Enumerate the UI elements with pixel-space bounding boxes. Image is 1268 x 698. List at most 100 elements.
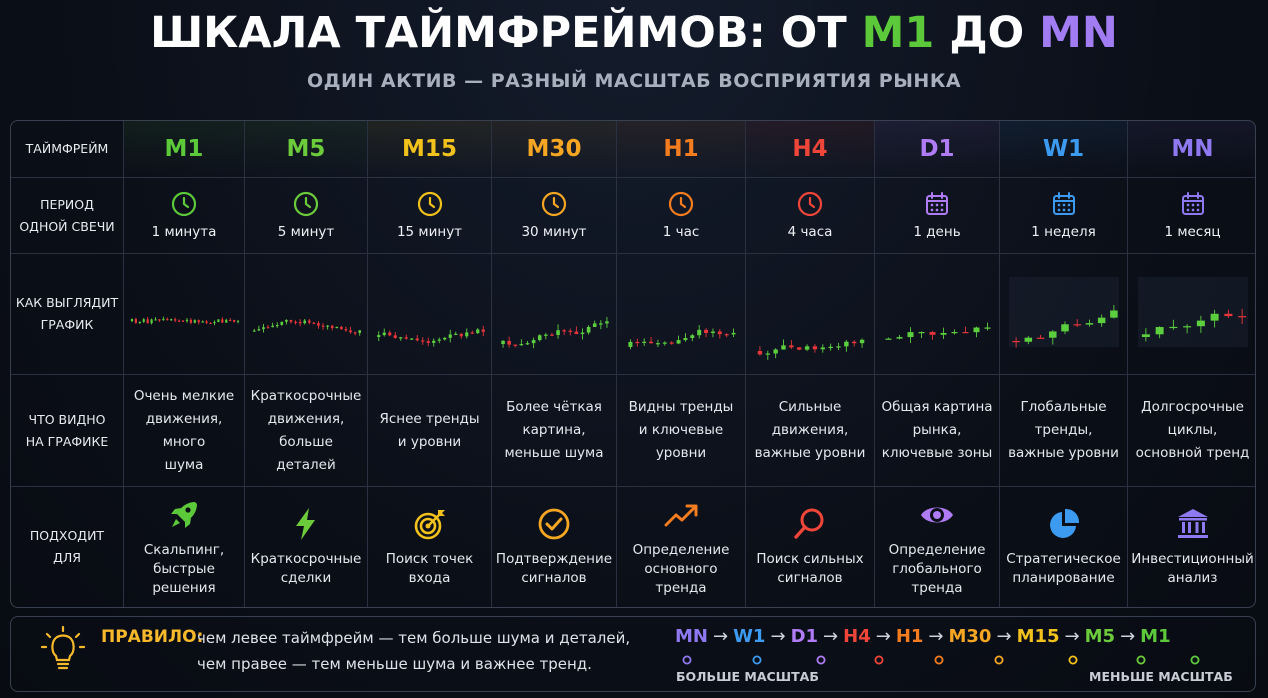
lightning-icon bbox=[296, 508, 315, 540]
use-line: планирование bbox=[1012, 570, 1115, 586]
candle bbox=[298, 319, 302, 327]
use-line: Краткосрочные bbox=[250, 551, 362, 567]
candle bbox=[317, 321, 320, 329]
candle bbox=[550, 332, 554, 336]
row-header-label: НА ГРАФИКЕ bbox=[25, 433, 109, 449]
candle bbox=[158, 318, 161, 323]
check-circle-icon bbox=[538, 508, 570, 540]
period-text: 15 минут bbox=[396, 224, 463, 240]
timeframe-code: M1 bbox=[164, 136, 204, 162]
candle bbox=[984, 322, 991, 331]
candle bbox=[690, 333, 695, 342]
candle bbox=[252, 328, 256, 332]
candle bbox=[340, 325, 343, 331]
timeframe-cell-w1: W1 bbox=[1000, 121, 1128, 178]
candle bbox=[303, 318, 307, 325]
scale-dot bbox=[994, 655, 1004, 665]
candle bbox=[1196, 315, 1205, 333]
candle bbox=[1048, 330, 1057, 345]
candle bbox=[781, 339, 786, 350]
candle bbox=[844, 339, 849, 352]
trend-arrow-icon bbox=[664, 504, 698, 526]
clock-icon bbox=[293, 191, 319, 217]
candle bbox=[1060, 321, 1069, 335]
desc-line: шума bbox=[164, 456, 204, 473]
candle bbox=[852, 340, 857, 347]
desc-line: уровни bbox=[655, 445, 707, 461]
row-header-label: ПОДХОДИТ ДЛЯ bbox=[29, 528, 105, 565]
sequence-item-m5: M5 bbox=[1084, 626, 1116, 647]
candle bbox=[349, 326, 352, 334]
desc-line: больше деталей bbox=[276, 433, 336, 473]
candle bbox=[142, 317, 145, 323]
desc-line: Общая картина bbox=[881, 399, 993, 415]
timeframe-code: W1 bbox=[1042, 136, 1085, 162]
timeframe-cell-m1: M1 bbox=[124, 121, 245, 178]
candle bbox=[717, 328, 722, 339]
scale-right-label: МЕНЬШЕ МАСШТАБ bbox=[1089, 669, 1233, 684]
candle bbox=[326, 325, 329, 330]
candle bbox=[233, 319, 236, 323]
timeframe-code: M5 bbox=[286, 136, 326, 162]
candle bbox=[415, 334, 419, 342]
scale-dot bbox=[816, 655, 826, 665]
scale-dot bbox=[1136, 655, 1146, 665]
desc-cell-h1: Видны тренды и ключевые уровни bbox=[617, 375, 746, 487]
candle bbox=[1024, 336, 1032, 345]
row-header-timeframe: ТАЙМФРЕЙМ bbox=[11, 121, 124, 178]
candle bbox=[166, 317, 169, 321]
desc-cell-m15: Яснее тренды и уровни bbox=[368, 375, 492, 487]
desc-line: Сильные bbox=[778, 399, 842, 415]
period-text: 1 неделя bbox=[1031, 224, 1096, 240]
use-line: входа bbox=[408, 570, 451, 586]
desc-line: ключевые зоны bbox=[881, 445, 993, 461]
candle bbox=[710, 328, 715, 338]
timeframe-cell-m5: M5 bbox=[245, 121, 368, 178]
candle bbox=[562, 329, 566, 335]
chart-cell-m1 bbox=[124, 254, 245, 375]
use-cell-m15: Поиск точек входа bbox=[368, 487, 492, 607]
candle bbox=[236, 320, 240, 324]
sequence-arrow: → bbox=[996, 626, 1012, 647]
candlestick-chart bbox=[376, 325, 485, 347]
row-header-label: ПЕРИОД bbox=[40, 196, 94, 212]
desc-cell-w1: Глобальные тренды, важные уровни bbox=[1000, 375, 1128, 487]
desc-line: Краткосрочные bbox=[250, 387, 362, 404]
candlestick-chart bbox=[628, 325, 736, 350]
candle bbox=[459, 333, 463, 339]
calendar-icon bbox=[1181, 192, 1204, 215]
candle bbox=[1210, 309, 1219, 328]
scale-dot bbox=[1068, 655, 1078, 665]
candle bbox=[973, 326, 980, 338]
rule-text-line1: чем левее таймфрейм — тем больше шума и … bbox=[197, 629, 631, 647]
desc-cell-d1: Общая картина рынка, ключевые зоны bbox=[875, 375, 1000, 487]
candle bbox=[1182, 324, 1191, 334]
desc-cell-mn: Долгосрочные циклы, основной тренд bbox=[1128, 375, 1255, 487]
desc-cell-m30: Более чёткая картина, меньше шума bbox=[492, 375, 617, 487]
candle bbox=[162, 316, 165, 321]
desc-line: тренды, bbox=[1034, 422, 1093, 438]
candle bbox=[409, 338, 413, 340]
timeframe-code: D1 bbox=[919, 136, 955, 162]
candle bbox=[525, 341, 530, 346]
candle bbox=[431, 338, 435, 347]
desc-line: важные уровни bbox=[1008, 445, 1119, 461]
desc-line: и уровни bbox=[397, 433, 462, 450]
row-header-see: ЧТО ВИДНО НА ГРАФИКЕ bbox=[11, 375, 124, 487]
rule-footer: ПРАВИЛО: чем левее таймфрейм — тем больш… bbox=[10, 616, 1256, 692]
candle bbox=[376, 331, 380, 342]
chart-cell-m30 bbox=[492, 254, 617, 375]
candle bbox=[335, 326, 339, 329]
candle bbox=[586, 325, 591, 335]
candle bbox=[289, 319, 293, 324]
candlestick-chart bbox=[885, 322, 991, 344]
desc-line: движения, bbox=[267, 410, 345, 427]
candle bbox=[481, 325, 485, 337]
row-header-label: КАК ВЫГЛЯДИТ bbox=[15, 295, 119, 310]
candle bbox=[321, 322, 325, 330]
candle bbox=[353, 331, 357, 336]
chart-cell-h1 bbox=[617, 254, 746, 375]
row-header-label: ЧТО ВИДНО bbox=[28, 411, 106, 427]
desc-line: Видны тренды bbox=[628, 399, 734, 415]
use-line: сделки bbox=[280, 570, 332, 586]
